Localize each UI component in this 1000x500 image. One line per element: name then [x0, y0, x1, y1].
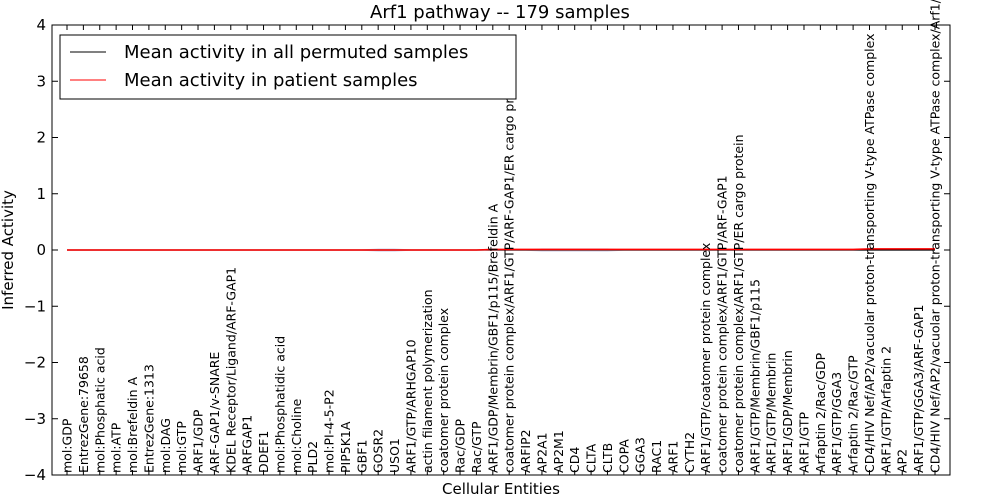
x-tick-label: coatomer protein complex [436, 308, 451, 473]
x-tick-label: ARF1/GTP/Membrin/GBF1/p115 [747, 279, 762, 473]
x-tick-label: USO1 [387, 438, 402, 473]
x-tick-label: mol:ATP [109, 422, 124, 473]
x-tick-label: mol:Phosphatidic acid [272, 336, 287, 473]
x-tick-label: DDEF1 [256, 431, 271, 473]
x-tick-label: mol:GDP [60, 418, 75, 473]
y-tick-label: −1 [24, 297, 46, 315]
x-tick-label: CLTB [600, 443, 615, 473]
y-axis-label: Inferred Activity [0, 190, 17, 310]
y-tick-label: 4 [36, 16, 46, 34]
y-tick-label: 3 [36, 72, 46, 90]
x-tick-label: ARF1/GTP/Arfaptin 2 [878, 346, 893, 473]
x-tick-label: ARF1/GTP [796, 412, 811, 473]
x-tick-label: CYTH2 [682, 432, 697, 473]
legend: Mean activity in all permuted samples Me… [59, 34, 517, 100]
x-tick-label: ARF-GAP1/v-SNARE [207, 352, 222, 473]
x-tick-label: ARF1/GDP/Membrin/GBF1/p115/Brefeldin A [485, 203, 500, 473]
x-tick-label: AP2M1 [551, 430, 566, 473]
x-tick-label: coatomer protein complex/ARF1/GTP/ER car… [731, 134, 746, 473]
x-tick-label: CLTA [584, 443, 599, 473]
x-tick-label: ARF1/GTP/ARHGAP10 [403, 339, 418, 473]
x-tick-label: CD4/HIV Nef/AP2/vacuolar proton-transpor… [862, 34, 877, 474]
x-tick-label: ARF1/GDP [191, 409, 206, 473]
x-tick-label: PIP5K1A [338, 421, 353, 473]
x-tick-label: mol:PI-4-5-P2 [322, 389, 337, 473]
x-tick-label: AP2 [895, 449, 910, 473]
series-line-patient [67, 248, 935, 251]
x-tick-label: AP2A1 [534, 432, 549, 473]
y-axis: 4 3 2 1 0 −1 −2 −3 −4 [24, 16, 950, 484]
x-tick-label: Arfaptin 2/Rac/GTP [846, 355, 861, 473]
chart-title: Arf1 pathway -- 179 samples [370, 2, 630, 23]
x-tick-label: KDEL Receptor/Ligand/ARF-GAP1 [223, 267, 238, 473]
y-tick-label: −2 [24, 354, 46, 372]
legend-label-permuted: Mean activity in all permuted samples [124, 42, 468, 63]
series-layer [67, 248, 935, 251]
x-tick-label: mol:GTP [174, 421, 189, 473]
x-axis-label: Cellular Entities [442, 480, 560, 498]
x-tick-label: GGA3 [633, 437, 648, 473]
x-tick-label: mol:DAG [158, 418, 173, 473]
x-tick-label: ARF1/GTP/GGA3/ARF-GAP1 [911, 305, 926, 473]
legend-box [59, 34, 517, 100]
x-tick-label: COPA [616, 439, 631, 473]
x-tick-label: coatomer protein complex/ARF1/GTP/ARF-GA… [502, 67, 517, 473]
x-tick-label: mol:Phosphatic acid [92, 347, 107, 473]
x-tick-label: mol:Choline [289, 398, 304, 473]
x-tick-label: ARF1 [665, 441, 680, 473]
x-tick-label: mol:Brefeldin A [125, 376, 140, 473]
y-tick-label: 0 [36, 241, 46, 259]
y-tick-label: 1 [36, 185, 46, 203]
x-tick-label: actin filament polymerization [420, 289, 435, 473]
x-tick-label: EntrezGene:79658 [76, 356, 91, 473]
x-tick-label: ARF1/GTP/Membrin [764, 353, 779, 473]
x-tick-label: ARF1/GTP/GGA3 [829, 372, 844, 473]
x-tick-label: Rac/GTP [469, 421, 484, 473]
x-tick-label: PLD2 [305, 441, 320, 473]
y-tick-label: −4 [24, 466, 46, 484]
x-tick-label: EntrezGene:1313 [141, 364, 156, 473]
y-tick-label: −3 [24, 410, 46, 428]
x-tick-label: ARFGAP1 [240, 415, 255, 473]
x-tick-label: GBF1 [354, 440, 369, 473]
y-tick-label: 2 [36, 129, 46, 147]
x-tick-label: CD4 [567, 447, 582, 473]
x-tick-label: Arfaptin 2/Rac/GDP [813, 352, 828, 473]
x-tick-label: ARF1/GTP/coatomer protein complex [698, 243, 713, 473]
x-tick-label: GOSR2 [371, 429, 386, 473]
x-tick-label: RAC1 [649, 440, 664, 473]
x-tick-label: ARF1/GDP/Membrin [780, 350, 795, 473]
legend-label-patient: Mean activity in patient samples [124, 70, 418, 91]
x-tick-label: ARFIP2 [518, 429, 533, 473]
x-tick-label: Rac/GDP [453, 419, 468, 473]
x-axis: mol:GDP EntrezGene:79658 mol:Phosphatic ac… [60, 0, 943, 475]
x-tick-label: CD4/HIV Nef/AP2/vacuolar proton-transpor… [928, 0, 943, 473]
plot-frame [51, 24, 951, 476]
x-tick-label: coatomer protein complex/ARF1/GTP/ARF-GA… [715, 175, 730, 473]
